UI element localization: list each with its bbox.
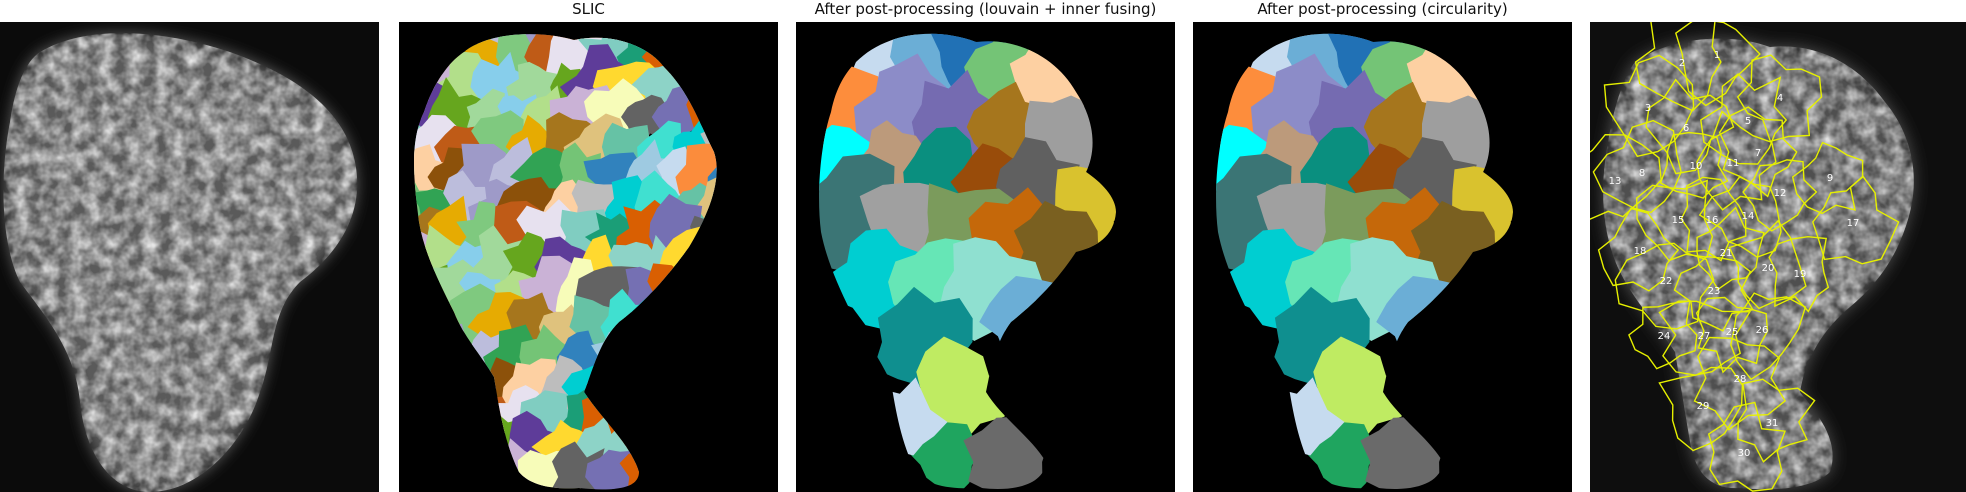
region-label: 28	[1734, 374, 1747, 385]
panel-title-slic: SLIC	[572, 0, 605, 18]
region-label: 19	[1794, 269, 1807, 280]
region-label: 2	[1679, 58, 1685, 69]
region-label: 25	[1726, 327, 1739, 338]
region-label: 29	[1697, 401, 1710, 412]
region-outline	[1698, 175, 1782, 258]
panel-title-circularity: After post-processing (circularity)	[1257, 0, 1508, 18]
region-outline	[1680, 176, 1747, 262]
region-outline	[1673, 255, 1755, 332]
region-outline	[1658, 300, 1752, 376]
region-label: 27	[1698, 331, 1711, 342]
overlay-cell-texture	[1603, 38, 1914, 490]
slic-region	[414, 144, 454, 213]
region-outline	[1603, 54, 1695, 158]
region-label: 8	[1639, 168, 1645, 179]
region-label: 6	[1683, 123, 1689, 134]
region-label: 13	[1609, 176, 1622, 187]
region-label: 11	[1727, 158, 1740, 169]
region-outline	[1614, 242, 1715, 330]
region-outline	[1768, 235, 1830, 313]
region-outline	[1645, 78, 1735, 175]
region-label: 14	[1742, 211, 1755, 222]
region-label: 5	[1745, 116, 1751, 127]
panel-title-louvain: After post-processing (louvain + inner f…	[814, 0, 1157, 18]
region-label: 15	[1672, 215, 1685, 226]
louvain-region	[916, 336, 1007, 440]
region-label: 21	[1720, 248, 1733, 259]
region-outline	[1634, 22, 1722, 112]
region-outline	[1718, 106, 1798, 198]
region-outline	[1658, 366, 1744, 452]
region-outline	[1812, 175, 1900, 265]
region-label: 30	[1738, 448, 1751, 459]
region-label: 20	[1762, 263, 1775, 274]
slic-region	[696, 175, 717, 241]
circularity-region	[1313, 336, 1404, 440]
slic-panel	[399, 22, 778, 492]
region-label: 31	[1766, 418, 1779, 429]
raw-image-panel	[0, 22, 379, 492]
region-outline	[1736, 54, 1823, 143]
cell-texture	[3, 33, 358, 492]
region-label: 10	[1690, 161, 1703, 172]
region-label: 24	[1658, 331, 1671, 342]
overlay-panel: 1 2 3 4 5 6 7 8 9 10 11 12 13 14 15 16 17 18 19 20 21 22 23 24 2…	[1590, 22, 1966, 492]
region-outline	[1791, 141, 1864, 215]
circularity-panel	[1193, 22, 1572, 492]
region-outline	[1742, 159, 1818, 232]
region-label: 26	[1756, 325, 1769, 336]
louvain-panel	[796, 22, 1175, 492]
region-outline	[1674, 22, 1761, 107]
region-outline	[1597, 207, 1680, 292]
region-outline	[1737, 378, 1816, 463]
region-outline	[1728, 219, 1807, 310]
region-label: 18	[1634, 246, 1647, 257]
region-label: 23	[1708, 286, 1721, 297]
region-label: 4	[1777, 93, 1783, 104]
region-outline	[1693, 336, 1787, 431]
region-label: 16	[1706, 215, 1719, 226]
region-outline	[1707, 401, 1786, 492]
region-outline	[1700, 73, 1788, 165]
region-outline	[1730, 292, 1807, 381]
region-outline	[1696, 206, 1765, 291]
region-label: 7	[1755, 148, 1761, 159]
region-outline	[1696, 110, 1777, 211]
region-outline	[1695, 296, 1769, 374]
region-label: 12	[1774, 188, 1787, 199]
region-label: 22	[1660, 276, 1673, 287]
region-outline	[1635, 179, 1714, 262]
region-label: 9	[1827, 173, 1833, 184]
region-label: 3	[1645, 103, 1651, 114]
region-label: 17	[1847, 218, 1860, 229]
region-outline	[1592, 119, 1682, 214]
region-label: 1	[1714, 50, 1720, 61]
